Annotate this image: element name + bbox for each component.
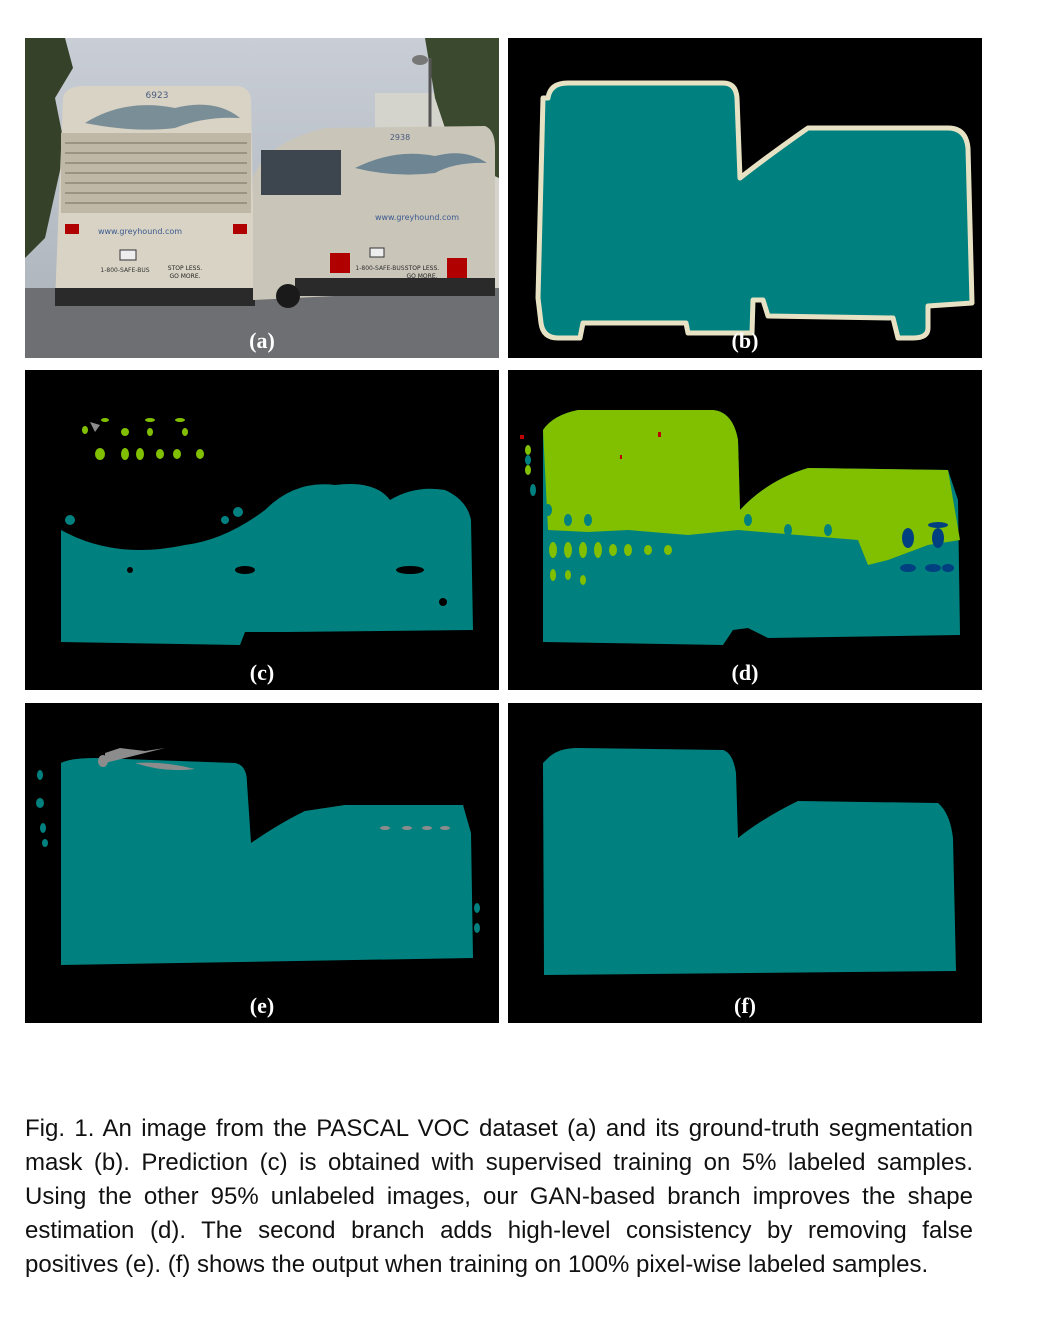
panel-e-consistency-branch: (e) <box>25 703 499 1023</box>
prediction-f <box>543 748 956 975</box>
bus1-website: www.greyhound.com <box>98 227 182 236</box>
panel-label-a: (a) <box>249 328 275 353</box>
prediction-e <box>36 748 480 965</box>
pred-d-teal-speckles <box>525 455 832 536</box>
panel-label-b: (b) <box>731 328 759 353</box>
pred-c-gray-blob <box>90 422 100 432</box>
figure-caption: Fig. 1. An image from the PASCAL VOC dat… <box>25 1115 973 1278</box>
panel-label-e: (e) <box>249 993 275 1018</box>
ground-truth-mask <box>535 80 975 341</box>
prediction-d <box>520 410 960 645</box>
pred-f-bus-region <box>543 748 956 975</box>
pred-e-edge-speckles <box>36 770 480 933</box>
panel-c-supervised-5pct: (c) <box>25 370 499 690</box>
prediction-c <box>61 418 473 645</box>
pred-e-gray-blobs <box>98 748 195 771</box>
pred-d-red-marks <box>520 432 661 459</box>
bus2-slogan-1: STOP LESS. <box>405 265 439 272</box>
bus1-phone: 1-800-SAFE-BUS <box>100 267 149 274</box>
bus2-website: www.greyhound.com <box>375 213 459 222</box>
gt-bus-region <box>535 80 975 341</box>
panel-d-gan-branch: (d) <box>508 370 982 690</box>
panel-f-full-supervision: (f) <box>508 703 982 1023</box>
bus1-slogan-2: GO MORE. <box>169 273 200 280</box>
panel-b-ground-truth: (b) <box>508 38 982 358</box>
pred-c-green-blobs <box>82 418 204 460</box>
pred-c-speckles <box>65 491 441 525</box>
pred-e-gray-dots <box>380 826 450 830</box>
bus2-number: 2938 <box>390 133 410 142</box>
bus1-number: 6923 <box>146 91 169 101</box>
bus1-slogan-1: STOP LESS. <box>168 265 202 272</box>
panel-label-c: (c) <box>249 660 275 685</box>
pred-e-bus-region <box>61 758 473 965</box>
bus2-phone: 1-800-SAFE-BUS <box>355 265 404 272</box>
bus2-slogan-2: GO MORE. <box>406 273 437 280</box>
pred-d-green-region <box>543 410 960 565</box>
pred-c-holes <box>127 566 447 606</box>
pred-c-bus-region <box>61 484 473 645</box>
pred-d-blue-blobs <box>900 522 954 572</box>
bus-photo: 6923 www.greyhound.com 1-800-SAFE-BUS ST… <box>25 38 499 358</box>
pred-d-green-speckles <box>525 445 672 585</box>
panel-a-photo: 6923 www.greyhound.com 1-800-SAFE-BUS ST… <box>25 38 499 358</box>
panel-label-f: (f) <box>734 993 756 1018</box>
panel-label-d: (d) <box>731 660 759 685</box>
